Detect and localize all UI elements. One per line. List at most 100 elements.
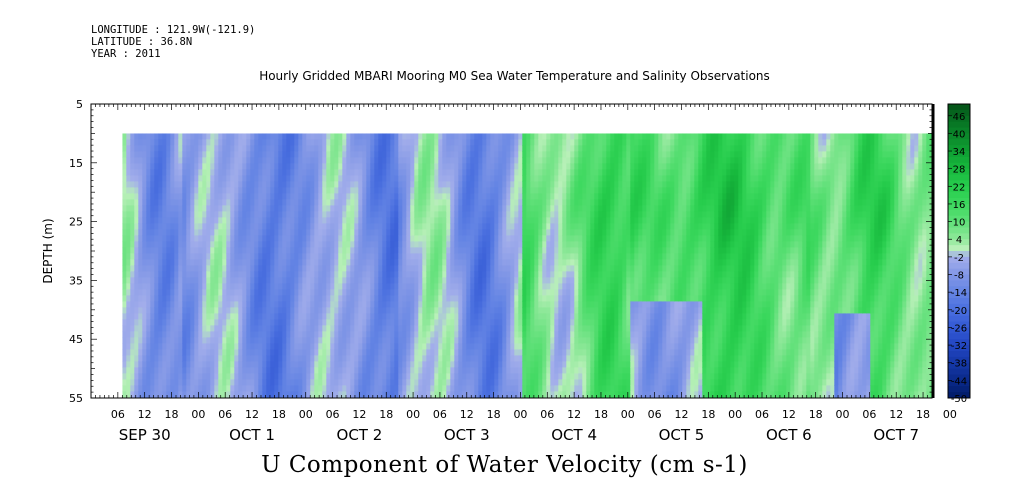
heat-cell — [266, 289, 271, 296]
heat-cell — [162, 301, 167, 308]
heat-cell — [258, 349, 263, 356]
heat-cell — [254, 307, 259, 314]
heat-cell — [398, 343, 403, 350]
heat-cell — [538, 163, 543, 170]
heat-cell — [170, 277, 175, 284]
heat-cell — [306, 217, 311, 224]
heat-cell — [446, 313, 451, 320]
heat-cell — [434, 373, 439, 380]
heat-cell — [250, 361, 255, 368]
heat-cell — [378, 379, 383, 386]
heat-cell — [494, 187, 499, 194]
heat-cell — [218, 265, 223, 272]
heat-cell — [122, 145, 127, 152]
heat-cell — [338, 145, 343, 152]
heat-cell — [330, 307, 335, 314]
heat-cell — [298, 391, 303, 398]
heat-cell — [294, 313, 299, 320]
heat-cell — [526, 271, 531, 278]
heat-cell — [238, 253, 243, 260]
heat-cell — [306, 205, 311, 212]
heat-cell — [546, 367, 551, 374]
heat-cell — [542, 289, 547, 296]
heat-cell — [170, 349, 175, 356]
heat-cell — [510, 385, 515, 392]
heat-cell — [342, 241, 347, 248]
heat-cell — [446, 373, 451, 380]
heat-cell — [214, 223, 219, 230]
heat-cell — [242, 307, 247, 314]
heat-cell — [402, 247, 407, 254]
heat-cell — [362, 373, 367, 380]
heat-cell — [482, 253, 487, 260]
heat-cell — [210, 331, 215, 338]
heat-cell — [446, 301, 451, 308]
heat-cell — [286, 229, 291, 236]
heat-cell — [442, 271, 447, 278]
heat-cell — [138, 337, 143, 344]
heat-cell — [126, 379, 131, 386]
heat-cell — [162, 223, 167, 230]
heat-cell — [358, 367, 363, 374]
heat-cell — [442, 145, 447, 152]
heat-cell — [298, 259, 303, 266]
heat-cell — [510, 343, 515, 350]
heat-cell — [334, 385, 339, 392]
heat-cell — [174, 367, 179, 374]
heat-cell — [382, 139, 387, 146]
heat-cell — [182, 163, 187, 170]
heat-cell — [338, 355, 343, 362]
heat-cell — [422, 301, 427, 308]
heat-cell — [562, 205, 567, 212]
heat-cell — [230, 325, 235, 332]
heat-cell — [246, 145, 251, 152]
heat-cell — [126, 319, 131, 326]
heat-cell — [426, 157, 431, 164]
heat-cell — [270, 211, 275, 218]
heat-cell — [266, 343, 271, 350]
heat-cell — [434, 253, 439, 260]
heat-cell — [290, 325, 295, 332]
heat-cell — [358, 361, 363, 368]
heat-cell — [154, 151, 159, 158]
heat-cell — [182, 187, 187, 194]
heat-cell — [186, 331, 191, 338]
heat-cell — [298, 175, 303, 182]
heat-cell — [214, 265, 219, 272]
heat-cell — [426, 271, 431, 278]
heat-cell — [366, 187, 371, 194]
heat-cell — [386, 313, 391, 320]
heat-cell — [514, 241, 519, 248]
heat-cell — [218, 337, 223, 344]
heat-cell — [338, 367, 343, 374]
heat-cell — [266, 259, 271, 266]
heat-cell — [474, 379, 479, 386]
heat-cell — [326, 349, 331, 356]
heat-cell — [478, 205, 483, 212]
heat-cell — [422, 361, 427, 368]
heat-cell — [494, 361, 499, 368]
heat-cell — [494, 181, 499, 188]
heat-cell — [254, 355, 259, 362]
heat-cell — [310, 373, 315, 380]
heat-cell — [426, 205, 431, 212]
heat-cell — [462, 133, 467, 140]
heat-cell — [542, 385, 547, 392]
heat-cell — [154, 199, 159, 206]
heat-cell — [174, 199, 179, 206]
heat-cell — [514, 139, 519, 146]
heat-cell — [414, 229, 419, 236]
heat-cell — [122, 247, 127, 254]
heat-cell — [178, 205, 183, 212]
heat-cell — [426, 391, 431, 398]
heat-cell — [526, 349, 531, 356]
heat-cell — [234, 181, 239, 188]
heat-cell — [214, 283, 219, 290]
heat-cell — [226, 343, 231, 350]
heat-cell — [170, 181, 175, 188]
heat-cell — [286, 307, 291, 314]
heat-cell — [262, 331, 267, 338]
heat-cell — [454, 325, 459, 332]
heat-cell — [366, 391, 371, 398]
heat-cell — [246, 259, 251, 266]
